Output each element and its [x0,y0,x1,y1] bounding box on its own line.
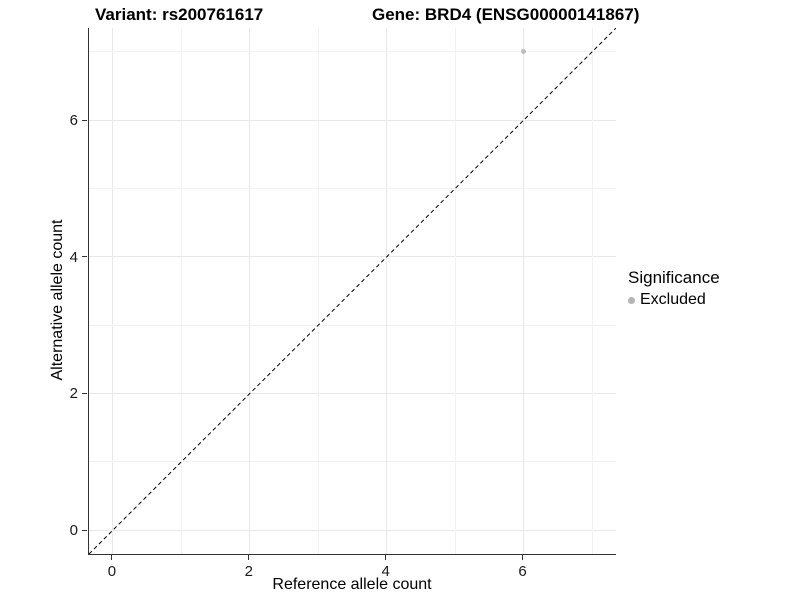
gridline-horizontal [89,324,616,326]
gridline-horizontal [89,461,616,463]
y-tick-mark [82,529,87,531]
gridline-vertical [386,28,388,554]
y-tick-label: 4 [69,248,78,266]
y-tick-mark [82,256,87,258]
plot-title-gene: Gene: BRD4 (ENSG00000141867) [372,5,640,24]
gridline-horizontal [89,188,616,190]
gridline-horizontal [89,51,616,53]
legend-point-icon [628,296,635,304]
gridline-horizontal [89,119,616,121]
legend-entry-excluded: Excluded [628,291,720,309]
gridline-vertical [523,28,525,554]
x-axis-title: Reference allele count [272,576,432,593]
gridline-horizontal [89,392,616,394]
gridline-horizontal [89,256,616,258]
x-tick-mark [111,555,113,560]
gridline-vertical [112,28,114,554]
gridline-vertical [180,28,182,554]
gridline-vertical [454,28,456,554]
x-tick-mark [248,555,250,560]
x-tick-label: 4 [381,563,390,580]
plot-panel [88,28,616,555]
y-tick-mark [82,119,87,121]
y-tick-label: 6 [69,112,78,130]
gridline-vertical [249,28,251,554]
y-axis-title: Alternative allele count [49,219,66,381]
x-tick-label: 2 [244,563,253,580]
x-tick-label: 0 [107,563,117,580]
y-tick-label: 0 [69,522,78,540]
x-tick-mark [385,555,387,560]
plot-title-variant: Variant: rs200761617 [95,5,264,24]
x-tick-mark [522,555,524,560]
legend-title: Significance [628,268,720,287]
y-tick-label: 2 [69,385,78,403]
y-tick-mark [82,392,87,394]
data-point [521,49,527,55]
gridline-vertical [317,28,319,554]
gridline-vertical [591,28,593,554]
legend-entry-label: Excluded [640,291,706,308]
x-tick-label: 6 [518,563,527,580]
identity-line [89,28,616,554]
gridline-horizontal [89,529,616,531]
legend: Significance Excluded [628,268,720,309]
